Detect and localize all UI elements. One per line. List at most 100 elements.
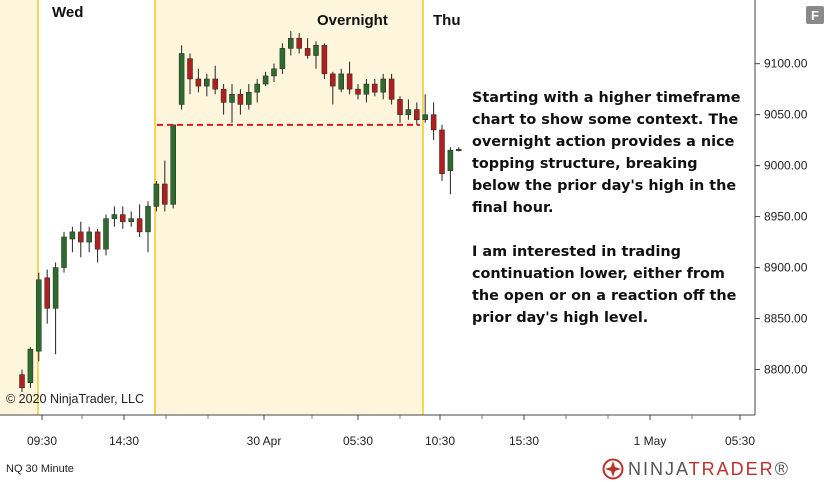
candle-body — [111, 214, 118, 219]
candle-body — [279, 48, 286, 70]
ninjatrader-logo: NINJATRADER® — [602, 458, 790, 480]
candle-body — [346, 73, 353, 90]
brand-suffix: ® — [774, 458, 790, 479]
candle-body — [313, 45, 319, 56]
candle — [388, 73, 395, 105]
candle-body — [212, 78, 218, 90]
candle-body — [330, 73, 336, 87]
x-tick-label: 09:30 — [27, 434, 57, 448]
candle-body — [178, 53, 185, 105]
y-tick-label: 9050.00 — [764, 108, 808, 122]
candle-body — [195, 78, 202, 87]
candle — [447, 147, 454, 195]
candle — [69, 226, 76, 253]
candle — [136, 204, 143, 237]
candle — [346, 61, 353, 95]
candle-body — [237, 94, 244, 105]
candle — [338, 68, 344, 93]
candle-body — [321, 45, 328, 75]
candle — [414, 102, 420, 125]
candle — [237, 89, 244, 115]
candle — [128, 211, 134, 227]
x-tick-label: 05:30 — [725, 434, 755, 448]
x-tick-label: 30 Apr — [247, 434, 282, 448]
candle — [187, 53, 193, 95]
y-tick-label: 9100.00 — [764, 57, 808, 71]
candle — [422, 94, 428, 123]
ninja-star-icon — [602, 458, 624, 480]
candle — [330, 71, 336, 105]
candle — [355, 84, 361, 100]
candle-body — [204, 78, 210, 87]
candle — [204, 73, 210, 97]
candle-body — [304, 48, 311, 56]
candle-body — [456, 149, 462, 152]
candle — [153, 180, 160, 212]
candle-body — [355, 88, 361, 95]
candle-body — [439, 129, 445, 175]
candle-body — [44, 277, 50, 309]
candle — [288, 31, 294, 56]
candle — [430, 102, 437, 141]
candle — [19, 369, 25, 392]
candle-body — [61, 236, 67, 268]
candle — [456, 147, 462, 152]
candle-body — [414, 109, 420, 121]
x-tick-label: 10:30 — [425, 434, 455, 448]
candle — [78, 221, 84, 258]
candle — [439, 124, 445, 181]
y-tick-label: 8800.00 — [764, 363, 808, 377]
candle-body — [388, 78, 395, 100]
candle — [262, 71, 269, 87]
brand-prefix: NINJA — [628, 458, 689, 479]
candle — [405, 99, 412, 120]
y-tick-label: 8850.00 — [764, 312, 808, 326]
annotation-text: Starting with a higher timeframe chart t… — [472, 87, 747, 351]
candle — [279, 43, 286, 74]
candle-body — [153, 183, 160, 207]
candle-body — [128, 218, 134, 222]
x-tick-label: 05:30 — [343, 434, 373, 448]
candle-body — [338, 73, 344, 90]
candle — [170, 124, 176, 209]
session-bg-overnight — [155, 0, 423, 415]
candle — [380, 73, 386, 100]
candle-body — [405, 109, 412, 115]
candle-body — [170, 124, 176, 205]
y-tick-label: 8950.00 — [764, 210, 808, 224]
candle — [321, 43, 328, 79]
candle — [246, 84, 252, 110]
candle-body — [380, 78, 386, 93]
annotation-paragraph-2: I am interested in trading continuation … — [472, 244, 737, 326]
candle-body — [296, 37, 302, 49]
candle-body — [162, 183, 168, 205]
session-label-wed: Wed — [52, 4, 83, 21]
f-toolbar-button[interactable]: F — [806, 6, 824, 24]
candle — [372, 78, 378, 97]
candle-body — [229, 94, 235, 103]
y-tick-label: 9000.00 — [764, 159, 808, 173]
candle — [61, 231, 67, 273]
candle-body — [86, 231, 92, 243]
candle — [363, 78, 370, 103]
candle-body — [94, 231, 101, 250]
candle-body — [430, 114, 437, 131]
candle — [195, 68, 202, 93]
candle — [178, 45, 185, 110]
candle-body — [145, 206, 151, 233]
x-tick-label: 15:30 — [509, 434, 539, 448]
candle-body — [271, 68, 277, 77]
candle — [296, 33, 302, 54]
candle — [52, 262, 59, 355]
candle — [103, 214, 109, 256]
copyright-text: © 2020 NinjaTrader, LLC — [6, 392, 144, 406]
candle — [36, 272, 42, 362]
candle-body — [422, 114, 428, 121]
candle — [220, 84, 227, 115]
candle — [304, 38, 311, 59]
session-label-overnight: Overnight — [317, 12, 388, 29]
candle-body — [27, 348, 34, 384]
candle-body — [19, 374, 25, 389]
candle — [162, 160, 168, 212]
